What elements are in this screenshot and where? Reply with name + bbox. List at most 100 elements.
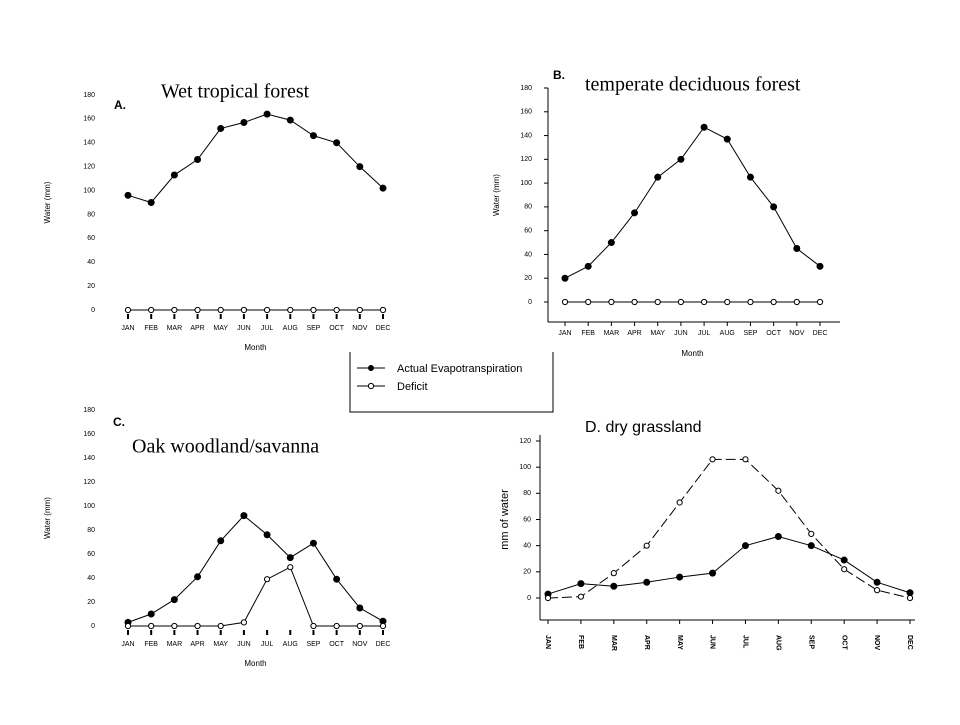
data-point [643, 542, 650, 549]
chart-title: Wet tropical forest [161, 81, 310, 103]
data-point [561, 298, 569, 306]
data-point [240, 619, 248, 626]
data-point [700, 298, 708, 306]
y-axis-label: Water (mm) [492, 174, 501, 216]
legend-marker [367, 382, 375, 390]
data-point [310, 306, 317, 314]
series-line [564, 126, 821, 279]
data-point [610, 570, 617, 577]
x-tick-label: AUG [283, 325, 298, 332]
x-tick-label: NOV [873, 635, 880, 651]
x-tick-label: SEP [807, 635, 814, 649]
y-tick-label: 80 [87, 211, 95, 218]
x-tick-label: MAR [167, 325, 183, 332]
data-point [610, 582, 618, 590]
data-point [333, 139, 341, 147]
y-tick-label: 0 [91, 623, 95, 630]
data-point [286, 116, 294, 124]
data-point [775, 487, 782, 494]
data-point [124, 306, 132, 314]
data-point [723, 135, 731, 143]
y-tick-label: 100 [519, 464, 531, 471]
chart-title: D. dry grassland [585, 419, 702, 436]
data-point [194, 573, 202, 581]
legend-frame [349, 352, 554, 413]
data-point [631, 209, 639, 217]
y-tick-label: 120 [83, 164, 95, 171]
x-tick-label: APR [627, 330, 641, 337]
data-point [608, 298, 615, 306]
x-axis-label: Month [244, 343, 266, 352]
x-tick-label: FEB [581, 330, 595, 337]
data-point [873, 587, 881, 594]
x-tick-label: MAR [610, 635, 617, 651]
x-tick-label: JAN [121, 325, 134, 332]
y-axis-label: Water (mm) [43, 181, 52, 223]
data-point [840, 556, 848, 564]
data-point [793, 245, 801, 252]
y-tick-label: 120 [520, 156, 532, 163]
series-line [128, 566, 383, 627]
x-tick-label: SEP [306, 641, 320, 648]
y-tick-label: 100 [83, 503, 95, 510]
data-point [287, 306, 294, 314]
x-tick-label: JUN [237, 325, 251, 332]
x-tick-label: DEC [376, 325, 391, 332]
data-point [263, 110, 271, 118]
series-line [127, 113, 384, 204]
x-tick-label: SEP [743, 330, 757, 337]
x-tick-label: JAN [544, 635, 551, 649]
data-point [808, 530, 815, 537]
x-tick-label: JUL [261, 325, 274, 332]
data-point [742, 456, 749, 463]
data-point [124, 622, 132, 630]
chart: Oak woodland/savanna C. 0 20 40 60 80 100 120 140… [43, 407, 390, 668]
x-tick-label: JUL [698, 330, 711, 337]
data-point [700, 123, 708, 131]
chart-title: temperate deciduous forest [585, 74, 801, 96]
data-point [677, 298, 685, 306]
x-tick-label: FEB [144, 325, 158, 332]
data-point [147, 199, 155, 206]
y-tick-label: 40 [87, 575, 95, 582]
data-point [356, 306, 363, 314]
data-point [333, 575, 341, 583]
data-point [379, 306, 387, 314]
legend-marker [368, 365, 374, 371]
y-tick-label: 180 [83, 92, 95, 99]
legend: Actual Evapotranspiration Deficit [349, 352, 554, 413]
data-point [309, 132, 317, 140]
series-line [547, 458, 911, 599]
data-point [654, 298, 661, 306]
x-axis-label: Month [244, 659, 266, 668]
y-axis-label: mm of water [499, 489, 511, 550]
data-point [194, 156, 202, 163]
data-point [286, 554, 294, 562]
data-point [747, 298, 754, 306]
x-tick-label: SEP [306, 325, 320, 332]
data-point [148, 306, 155, 314]
x-tick-label: NOV [789, 330, 805, 337]
y-tick-label: 140 [520, 132, 532, 139]
y-tick-label: 60 [87, 551, 95, 558]
y-tick-label: 40 [87, 259, 95, 266]
data-point [807, 542, 815, 550]
data-point [676, 573, 684, 581]
data-point [194, 622, 201, 630]
x-tick-label: MAY [213, 641, 228, 648]
data-point [287, 564, 294, 571]
data-point [147, 610, 155, 618]
y-tick-label: 100 [520, 180, 532, 187]
data-point [906, 594, 914, 602]
chart: Wet tropical forest A. 0 20 40 60 80 100 120 140 1… [43, 81, 390, 353]
x-tick-label: NOV [352, 325, 368, 332]
y-tick-label: 0 [527, 595, 531, 602]
y-tick-label: 180 [83, 407, 95, 414]
x-tick-label: JAN [121, 641, 134, 648]
chart: D. dry grassland 0 20 40 60 80 100 120 mm of wat… [499, 419, 915, 651]
y-tick-label: 20 [87, 599, 95, 606]
x-tick-label: MAR [604, 330, 620, 337]
data-point [148, 622, 155, 630]
